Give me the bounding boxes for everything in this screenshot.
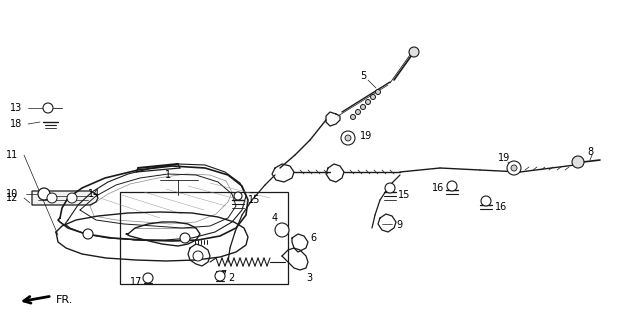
Text: 1: 1 [165,170,171,180]
Polygon shape [72,193,84,199]
Text: 6: 6 [310,233,316,243]
Circle shape [341,131,355,145]
Polygon shape [32,191,98,205]
Circle shape [511,165,517,171]
Text: 8: 8 [587,147,593,157]
Circle shape [376,90,381,95]
Text: 19: 19 [498,153,510,163]
Circle shape [47,193,57,203]
Circle shape [481,196,491,206]
Text: 15: 15 [398,190,410,200]
Text: 11: 11 [6,150,19,160]
Circle shape [360,105,365,110]
Circle shape [345,135,351,141]
Circle shape [572,156,584,168]
Circle shape [351,115,355,119]
Text: 4: 4 [272,213,278,223]
Text: 5: 5 [360,71,366,81]
Circle shape [215,271,225,281]
Circle shape [409,47,419,57]
Text: FR.: FR. [56,295,74,305]
Text: 15: 15 [248,195,260,205]
Circle shape [355,110,360,115]
Circle shape [385,183,395,193]
Circle shape [38,188,50,200]
Circle shape [43,103,53,113]
Text: 3: 3 [306,273,312,283]
Text: 17: 17 [130,277,142,287]
Circle shape [83,229,93,239]
Circle shape [447,181,457,191]
Circle shape [371,95,376,100]
Circle shape [143,273,153,283]
Text: 16: 16 [432,183,444,193]
Text: 13: 13 [10,103,22,113]
Text: 16: 16 [495,202,508,212]
Circle shape [67,193,77,203]
Text: 18: 18 [10,119,22,129]
Bar [120,192,288,284]
Circle shape [275,223,289,237]
Text: 7: 7 [220,270,227,280]
Text: 14: 14 [88,189,100,199]
Text: 2: 2 [228,273,234,283]
Text: 12: 12 [6,193,19,203]
Circle shape [234,192,242,200]
Circle shape [365,100,371,105]
Circle shape [180,233,190,243]
Text: 10: 10 [6,189,19,199]
Text: 19: 19 [360,131,372,141]
Text: 9: 9 [396,220,402,230]
Circle shape [507,161,521,175]
Circle shape [193,251,203,261]
